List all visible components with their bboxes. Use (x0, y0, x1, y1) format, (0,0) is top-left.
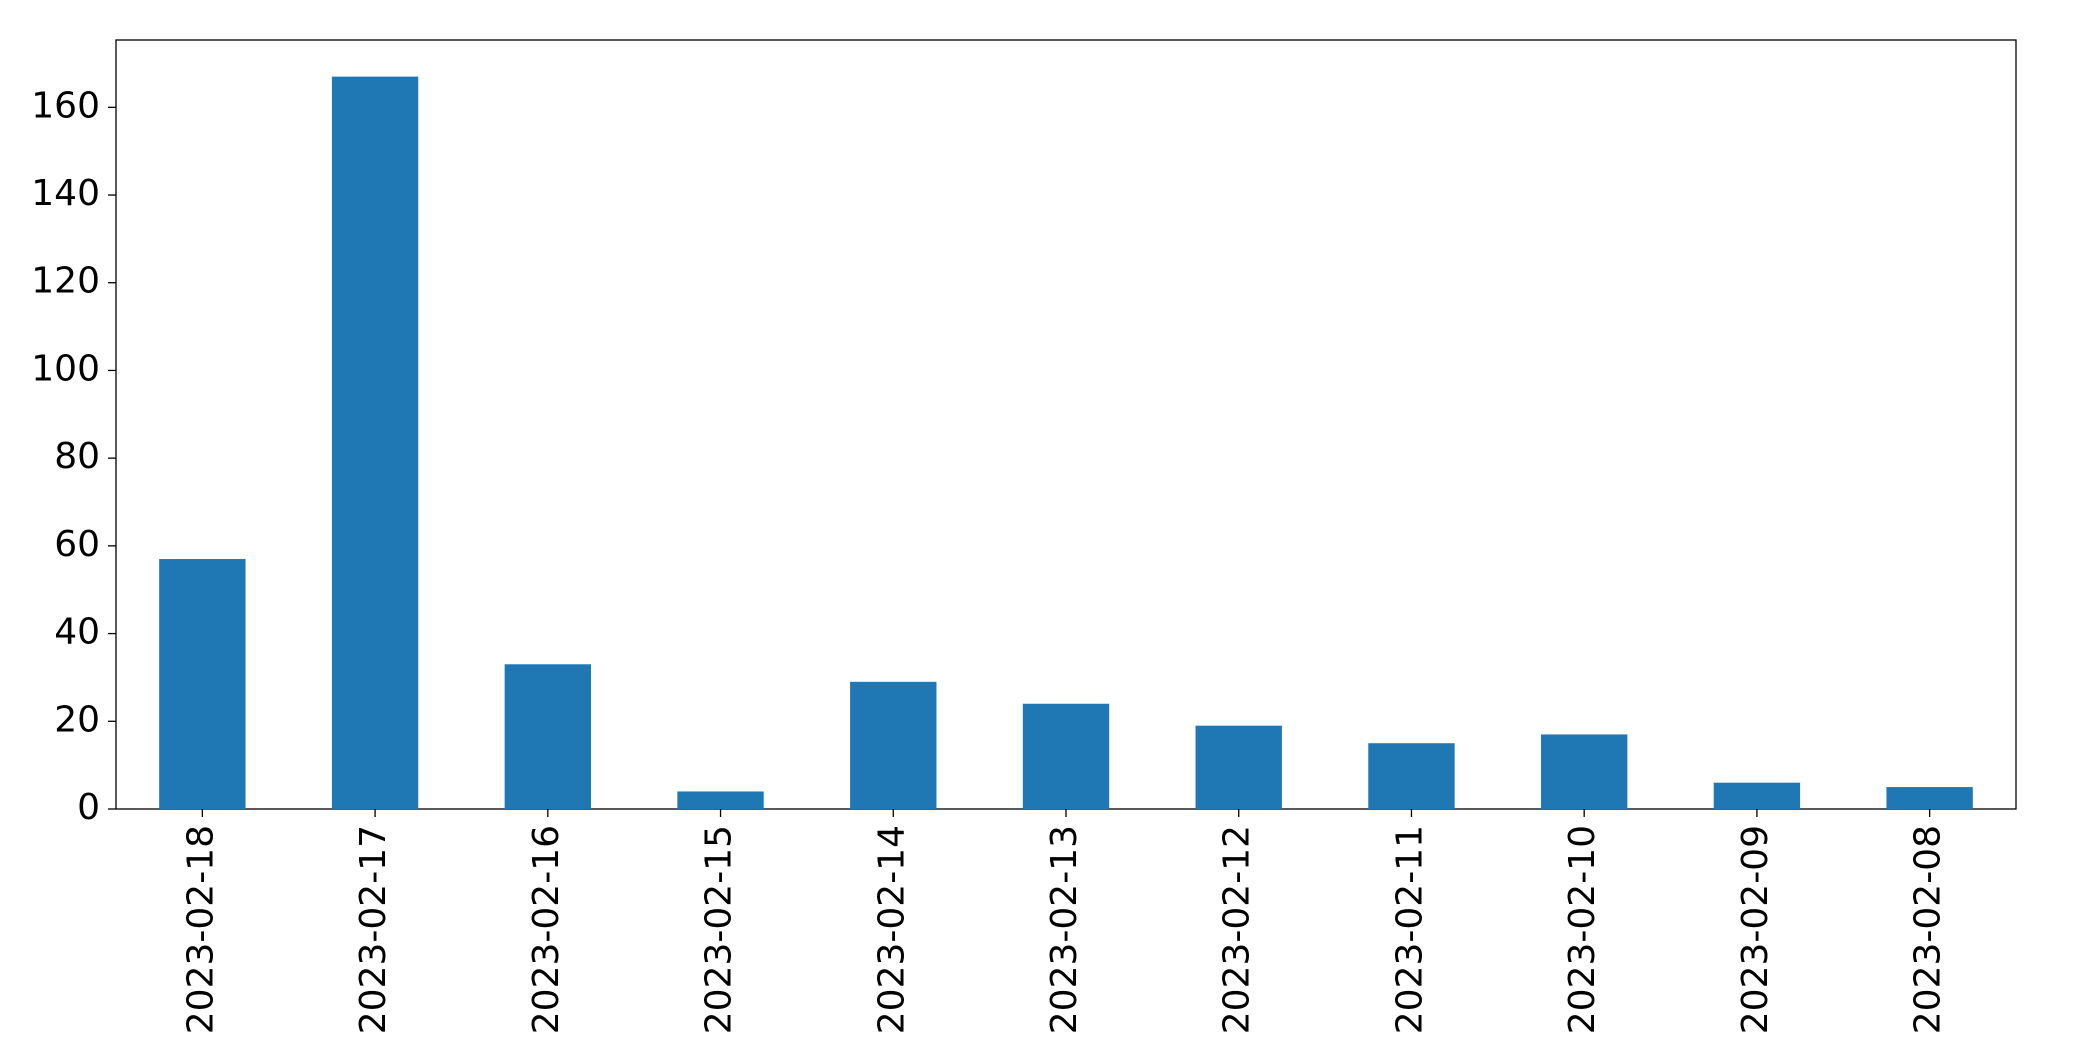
y-tick-label: 100 (31, 348, 100, 389)
y-tick-label: 40 (54, 612, 100, 653)
y-tick-label: 160 (31, 85, 100, 126)
bar (677, 791, 764, 809)
y-tick-label: 60 (54, 524, 100, 565)
bar (159, 559, 246, 809)
bar (331, 76, 419, 810)
x-tick-label: 2023-02-09 (1735, 825, 1776, 1034)
x-tick-label: 2023-02-17 (353, 825, 394, 1034)
x-tick-label: 2023-02-15 (699, 825, 740, 1034)
bar (1195, 725, 1282, 809)
bar (1541, 734, 1628, 809)
y-tick-label: 140 (31, 173, 100, 214)
x-tick-label: 2023-02-16 (526, 825, 567, 1034)
bar (1368, 743, 1455, 809)
bar (1713, 782, 1801, 809)
y-tick-label: 20 (54, 699, 100, 740)
x-tick-label: 2023-02-12 (1217, 825, 1258, 1034)
x-tick-label: 2023-02-11 (1389, 825, 1430, 1034)
bar (1022, 703, 1110, 809)
y-tick-label: 80 (54, 436, 100, 477)
y-tick-label: 0 (77, 787, 100, 828)
x-tick-label: 2023-02-13 (1044, 825, 1085, 1034)
x-tick-label: 2023-02-10 (1562, 825, 1603, 1034)
bar (850, 681, 937, 809)
x-tick-label: 2023-02-08 (1908, 825, 1949, 1034)
x-tick-label: 2023-02-14 (871, 825, 912, 1034)
y-tick-label: 120 (31, 261, 100, 302)
bar (504, 664, 591, 809)
x-tick-label: 2023-02-18 (180, 825, 221, 1034)
bar (1886, 787, 1973, 809)
